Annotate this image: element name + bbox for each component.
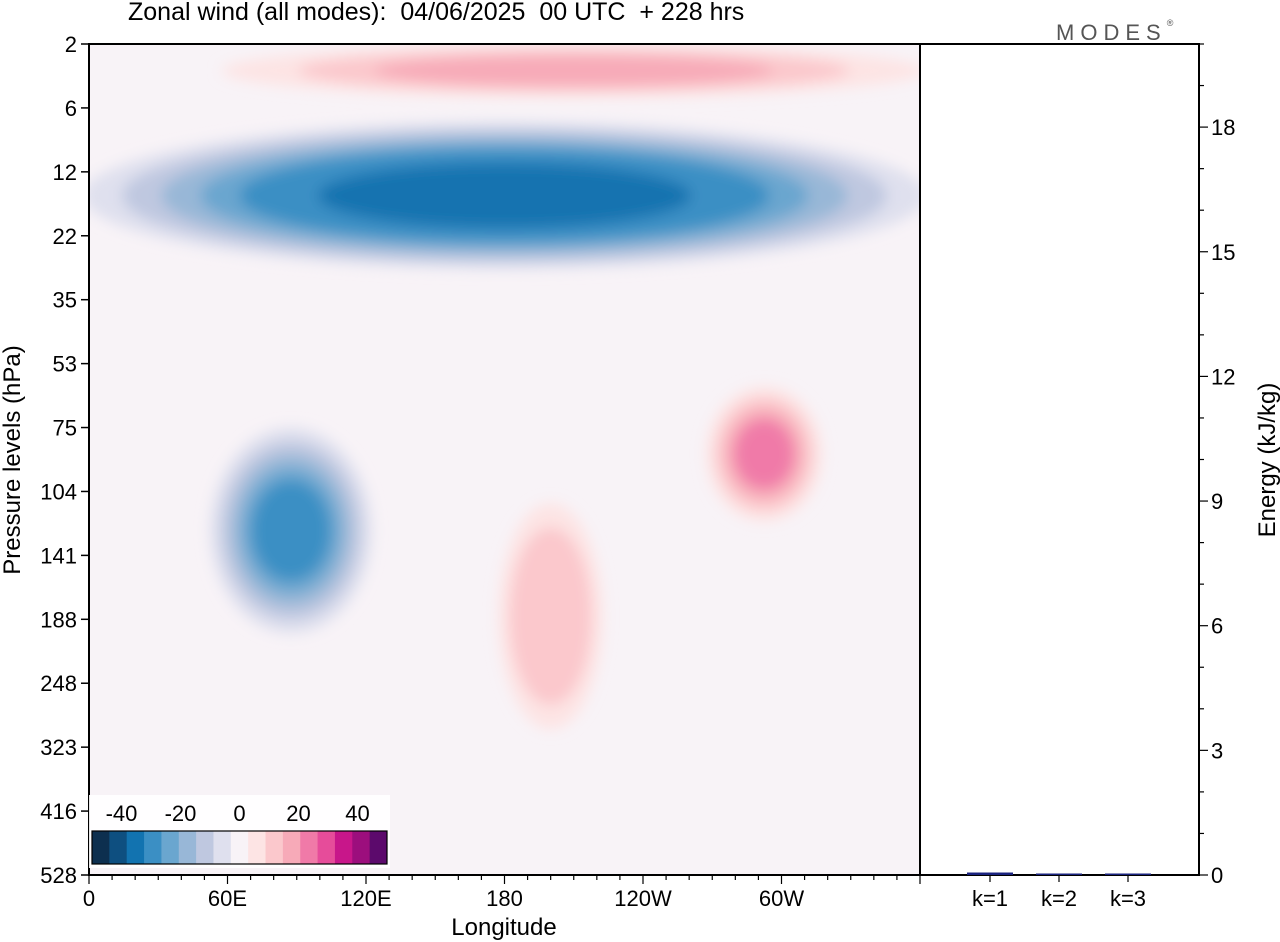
heatmap-feature-4-level-3 [734, 419, 794, 489]
energy-bar [1036, 873, 1082, 875]
bar-panel-border [919, 43, 1200, 876]
right-y-axis-label: Energy (kJ/kg) [1254, 383, 1280, 538]
colorbar-swatch [300, 831, 319, 864]
energy-bar [967, 872, 1013, 875]
energy-bar-panel: k=1 k=2 k=3 [919, 43, 1200, 911]
heatmap-field [89, 44, 920, 875]
pressure-tick-label: 75 [53, 416, 77, 441]
heatmap-feature-2-level-4 [252, 481, 330, 581]
colorbar-swatch [248, 831, 267, 864]
colorbar-swatch [352, 831, 371, 864]
longitude-tick-label: 60E [208, 886, 247, 911]
colorbar-border [91, 830, 388, 865]
longitude-axis: 0 60E 120E 180 120W 60W [83, 875, 921, 911]
heatmap-features [89, 44, 920, 730]
colorbar-swatch [161, 831, 180, 864]
colorbar-tick-label: 40 [345, 801, 369, 826]
pressure-tick-label: 35 [53, 288, 77, 313]
energy-tick-label: 6 [1211, 614, 1223, 639]
pressure-tick-label: 104 [40, 479, 77, 504]
pressure-tick-label: 416 [40, 799, 77, 824]
pressure-tick-label: 323 [40, 735, 77, 760]
colorbar-swatch [196, 831, 214, 864]
colorbar-swatch [178, 831, 197, 864]
colorbar-swatch [369, 831, 388, 864]
colorbar-swatch [92, 831, 110, 864]
pressure-axis: 2 6 12 22 35 53 75 104 141 188 248 323 416 528 [40, 32, 89, 888]
colorbar-swatch [317, 831, 336, 864]
pressure-tick-label: 188 [40, 607, 77, 632]
heatmap-feature-0-level-6 [317, 163, 692, 229]
energy-tick-label: 3 [1211, 738, 1223, 763]
heatmap-feature-3-level-2 [521, 552, 581, 681]
colorbar-tick-label: 20 [286, 801, 310, 826]
energy-tick-label: 0 [1211, 863, 1223, 888]
energy-tick-label: 15 [1211, 240, 1235, 265]
pressure-tick-label: 53 [53, 352, 77, 377]
category-tick-label: k=1 [972, 886, 1008, 911]
energy-tick-label: 18 [1211, 115, 1235, 140]
pressure-tick-label: 528 [40, 863, 77, 888]
colorbar-swatch [126, 831, 145, 864]
colorbar-swatch [265, 831, 284, 864]
y-axis-label: Pressure levels (hPa) [0, 345, 26, 574]
colorbar-tick-label: -20 [165, 801, 197, 826]
colorbar-swatch [282, 831, 301, 864]
colorbar-swatch [230, 831, 249, 864]
chart-title: Zonal wind (all modes): 04/06/2025 00 UT… [128, 0, 745, 26]
colorbar-swatch [109, 831, 128, 864]
energy-tick-label: 9 [1211, 489, 1223, 514]
colorbar-swatch [213, 831, 232, 864]
pressure-tick-label: 141 [40, 543, 77, 568]
colorbar-tick-label: -40 [106, 801, 138, 826]
longitude-tick-label: 0 [83, 886, 95, 911]
category-tick-label: k=3 [1110, 886, 1146, 911]
longitude-tick-label: 120E [340, 886, 391, 911]
colorbar-swatch [334, 831, 353, 864]
energy-axis: 0 3 6 9 12 15 18 [1199, 43, 1235, 888]
longitude-tick-label: 120W [614, 886, 672, 911]
colorbar: -40 -20 0 20 40 [89, 795, 390, 868]
x-axis-label: Longitude [451, 914, 556, 941]
energy-bar [1105, 873, 1151, 875]
pressure-tick-label: 6 [65, 96, 77, 121]
pressure-tick-label: 248 [40, 671, 77, 696]
brand-logo: MODES® [1056, 17, 1174, 45]
brand-text: MODES [1056, 20, 1167, 45]
heatmap-feature-1-level-2 [374, 55, 774, 86]
pressure-tick-label: 22 [53, 224, 77, 249]
energy-tick-label: 12 [1211, 364, 1235, 389]
longitude-tick-label: 180 [486, 886, 523, 911]
pressure-tick-label: 12 [53, 160, 77, 185]
pressure-tick-label: 2 [65, 32, 77, 57]
longitude-tick-label: 60W [759, 886, 804, 911]
colorbar-tick-label: 0 [233, 801, 245, 826]
category-tick-label: k=2 [1041, 886, 1077, 911]
colorbar-swatch [144, 831, 162, 864]
